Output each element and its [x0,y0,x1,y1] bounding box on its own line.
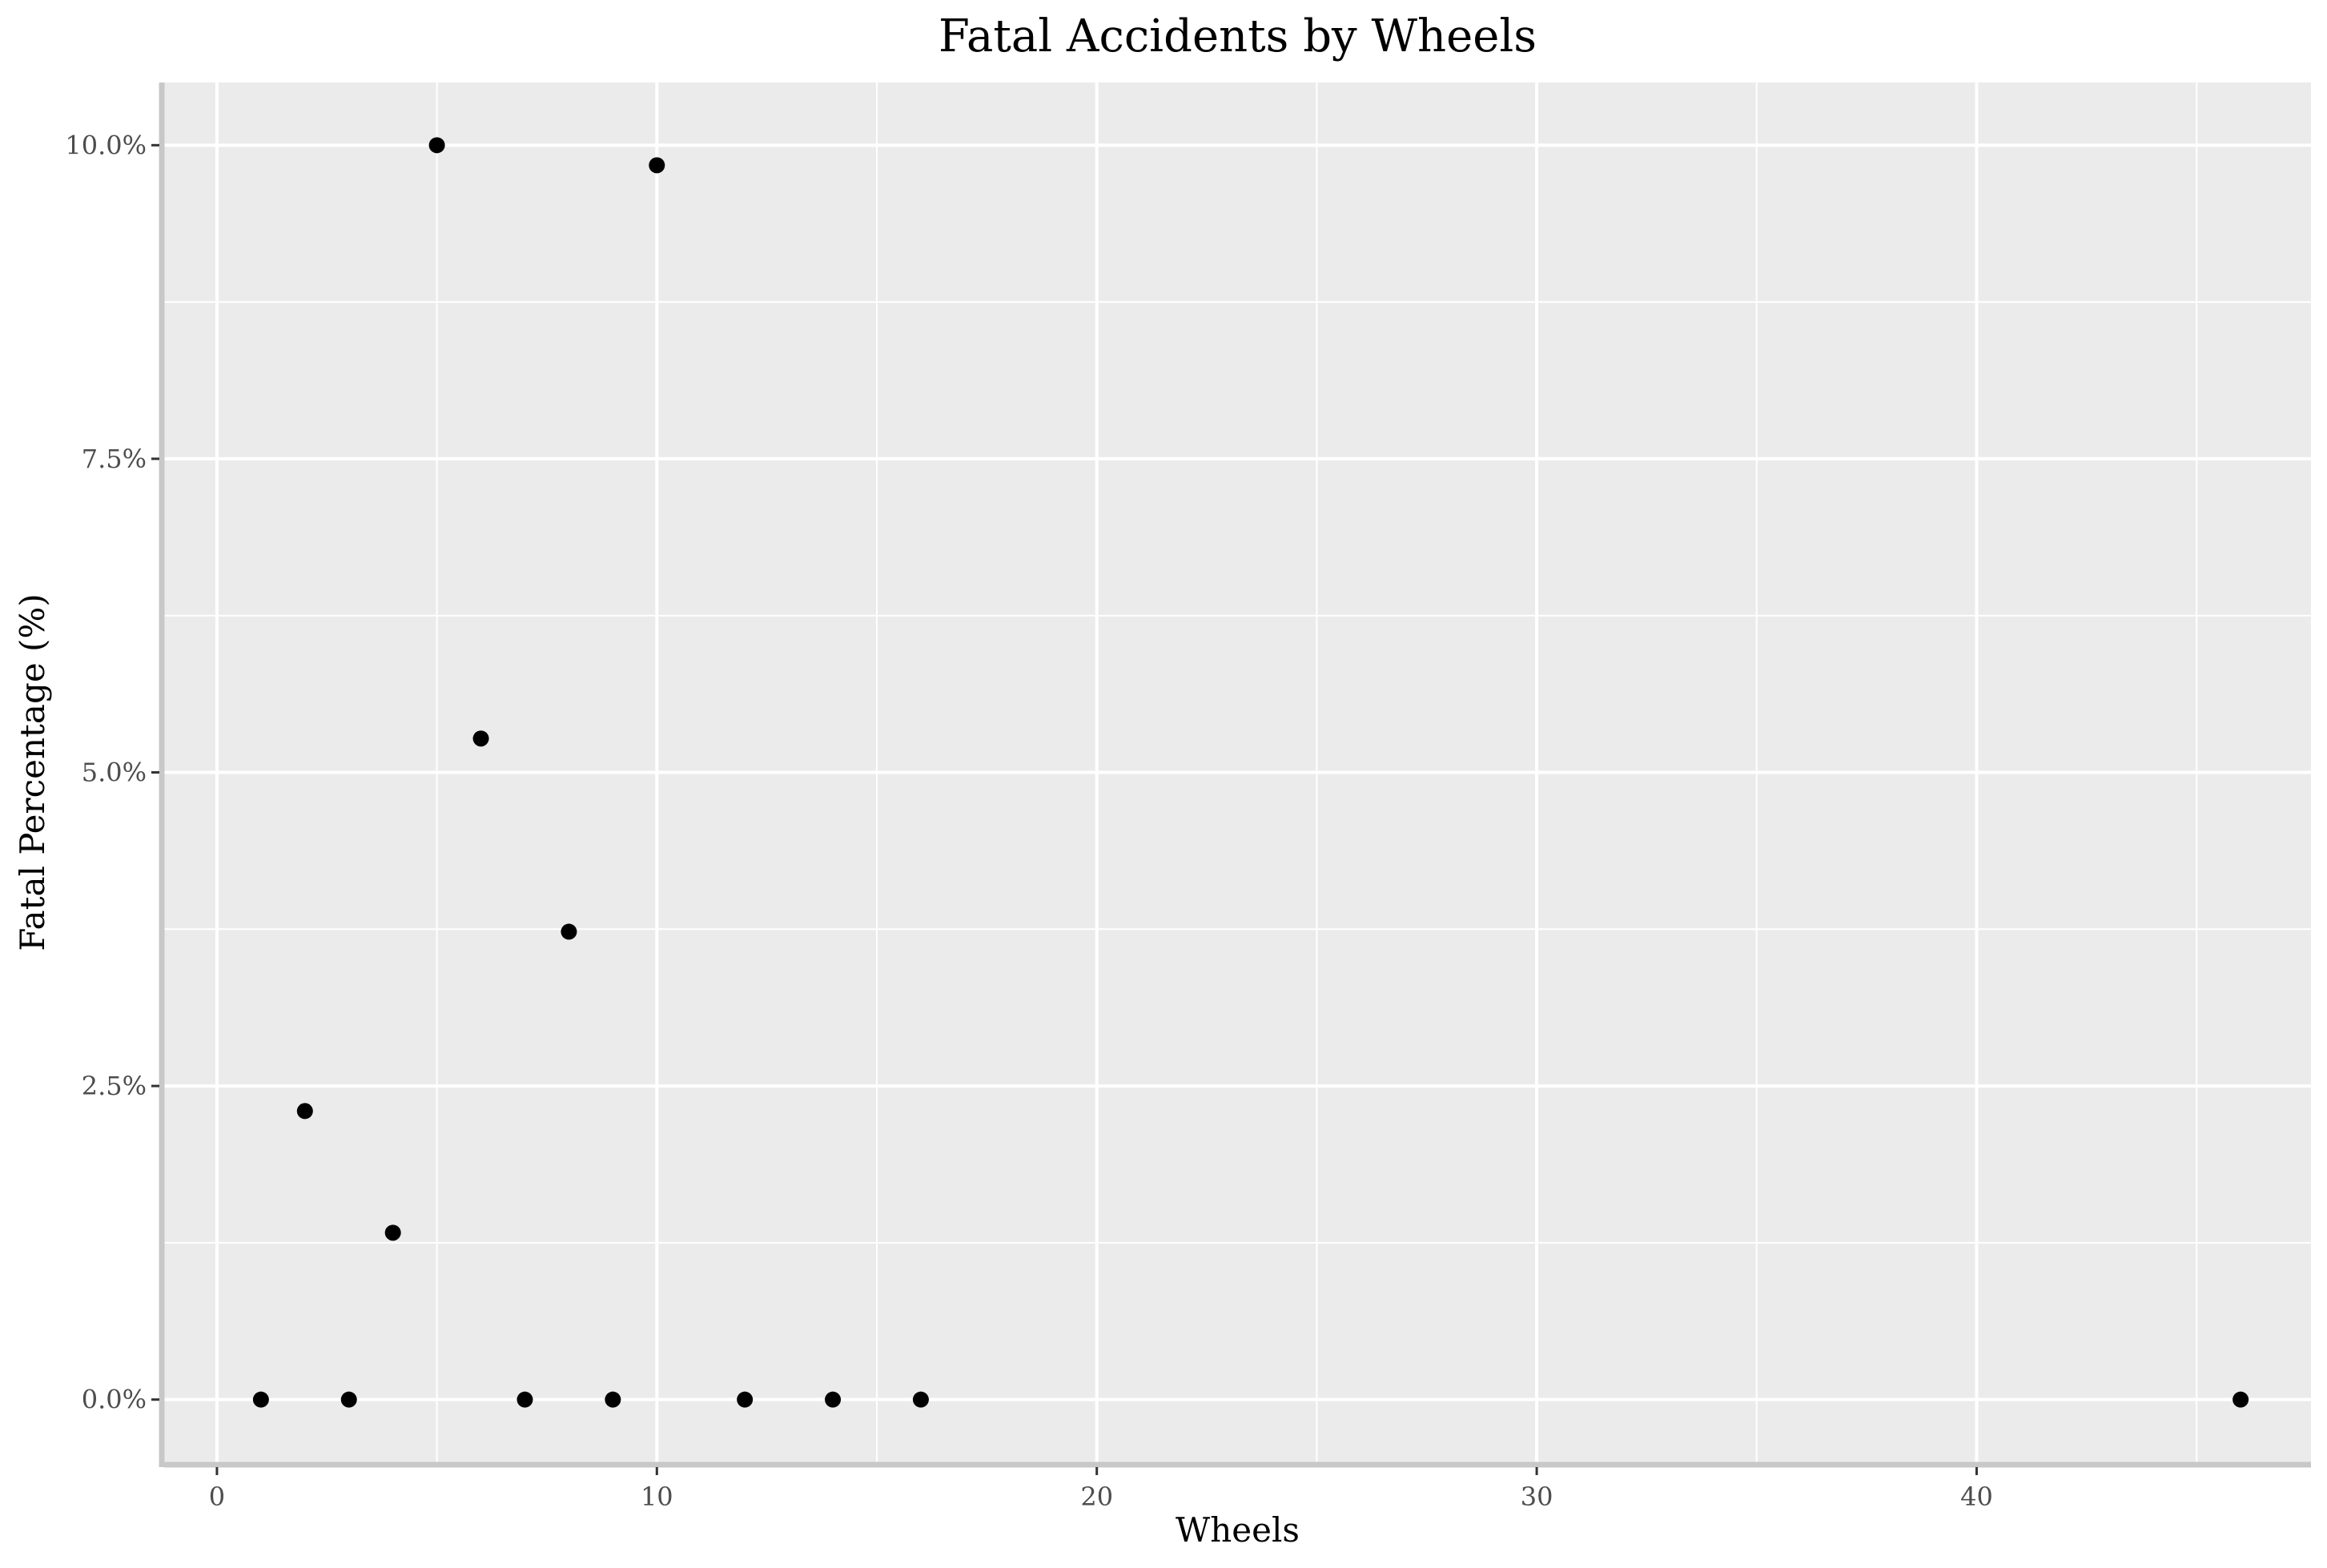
y-tick-label: 7.5% [82,444,147,474]
y-tick-label: 5.0% [82,758,147,788]
data-point [649,157,665,174]
x-tick-label: 20 [1080,1482,1113,1512]
data-point [340,1391,357,1408]
x-tick-label: 0 [209,1482,225,1512]
y-tick-label: 10.0% [65,130,147,160]
x-axis-title: Wheels [1176,1510,1300,1550]
data-point [384,1224,401,1241]
y-axis-ticks: 0.0% 2.5% 5.0% 7.5% 10.0% [65,130,159,1415]
x-tick-label: 10 [641,1482,673,1512]
data-point [825,1391,842,1408]
data-point [737,1391,754,1408]
scatter-points [252,137,2249,1408]
x-tick-label: 40 [1960,1482,1993,1512]
data-point [605,1391,621,1408]
data-point [516,1391,533,1408]
y-tick-label: 2.5% [82,1071,147,1101]
y-tick-label: 0.0% [82,1385,147,1415]
y-axis-title: Fatal Percentage (%) [13,593,52,951]
data-point [296,1103,313,1120]
data-point [561,923,577,940]
major-gridlines [164,82,2311,1462]
data-point [252,1391,269,1408]
data-point [472,730,489,747]
data-point [2233,1391,2249,1408]
chart-title: Fatal Accidents by Wheels [938,10,1537,62]
x-tick-label: 30 [1521,1482,1553,1512]
x-axis-ticks: 0 10 20 30 40 [209,1467,1993,1512]
data-point [428,137,445,154]
data-point [912,1391,929,1408]
